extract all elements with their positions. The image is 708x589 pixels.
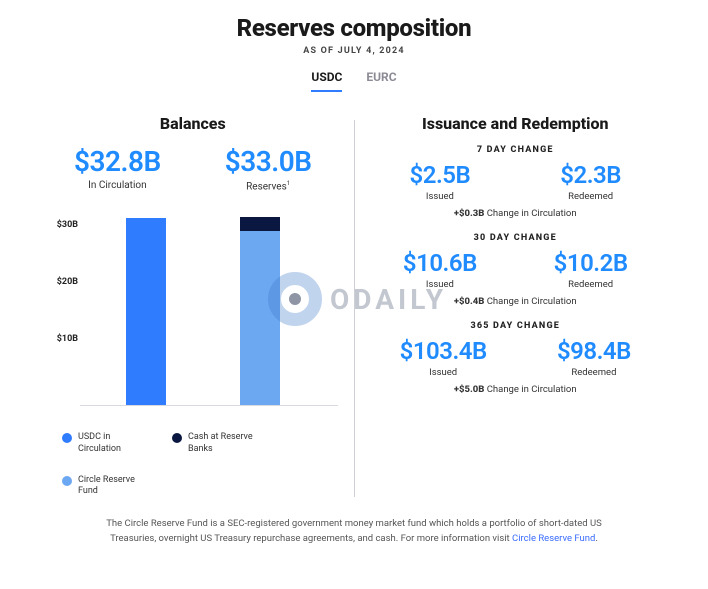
stat-issued-value: $2.5B [410,161,471,189]
footnote: The Circle Reserve Fund is a SEC-registe… [94,517,614,546]
stat-issued: $103.4B Issued [400,337,487,378]
stat-issued-label: Issued [403,279,477,290]
issuance-row: $10.6B Issued $10.2B Redeemed [365,249,667,290]
legend-swatch-icon [62,433,72,443]
tab-usdc[interactable]: USDC [311,70,342,92]
bar-segment [240,231,280,405]
legend-item: Cash at Reserve Banks [172,432,262,455]
footnote-link[interactable]: Circle Reserve Fund [512,533,595,544]
bar-segment [240,217,280,231]
footnote-tail: . [595,533,598,544]
stat-issued-label: Issued [410,191,471,202]
stat-redeemed-value: $98.4B [557,337,631,365]
balances-title: Balances [42,114,344,133]
issuance-title: Issuance and Redemption [365,114,667,133]
y-tick: $30B [57,220,78,230]
stat-issued-value: $10.6B [403,249,477,277]
stat-reserves-label: Reserves1 [225,180,312,192]
issuance-row: $103.4B Issued $98.4B Redeemed [365,337,667,378]
stat-redeemed-label: Redeemed [554,279,628,290]
period-title: 7 DAY CHANGE [365,145,667,155]
stat-redeemed-value: $2.3B [560,161,621,189]
legend-swatch-icon [62,476,72,486]
as-of-date: AS OF JULY 4, 2024 [32,46,676,56]
stat-issued: $2.5B Issued [410,161,471,202]
change-in-circulation: +$0.4B Change in Circulation [365,296,667,307]
stat-issued-label: Issued [400,367,487,378]
stat-in-circulation-value: $32.8B [74,145,161,178]
bar-segment [126,218,166,405]
balances-chart: $10B $20B $30B [46,206,344,428]
legend-label: USDC in Circulation [78,432,152,455]
page-title: Reserves composition [32,14,676,42]
stat-in-circulation-label: In Circulation [74,180,161,191]
stat-issued: $10.6B Issued [403,249,477,290]
issuance-row: $2.5B Issued $2.3B Redeemed [365,161,667,202]
legend-swatch-icon [172,433,182,443]
stat-reserves: $33.0B Reserves1 [225,145,312,192]
chart-legend: USDC in Circulation Cash at Reserve Banks… [42,432,344,497]
change-in-circulation: +$5.0B Change in Circulation [365,384,667,395]
stat-redeemed: $98.4B Redeemed [557,337,631,378]
bar-reserves [240,217,280,406]
stat-redeemed-label: Redeemed [557,367,631,378]
stat-redeemed-label: Redeemed [560,191,621,202]
period-title: 365 DAY CHANGE [365,321,667,331]
stat-redeemed-value: $10.2B [554,249,628,277]
stat-redeemed: $10.2B Redeemed [554,249,628,290]
stat-reserves-value: $33.0B [225,145,312,178]
legend-label: Cash at Reserve Banks [188,432,262,455]
change-in-circulation: +$0.3B Change in Circulation [365,208,667,219]
balances-panel: Balances $32.8B In Circulation $33.0B Re… [32,114,354,497]
y-tick: $20B [57,277,78,287]
stat-redeemed: $2.3B Redeemed [560,161,621,202]
legend-item: USDC in Circulation [62,432,152,455]
currency-tabs: USDC EURC [32,70,676,92]
issuance-panel: Issuance and Redemption 7 DAY CHANGE $2.5… [355,114,677,497]
period-title: 30 DAY CHANGE [365,233,667,243]
legend-label: Circle Reserve Fund [78,475,152,498]
legend-item: Circle Reserve Fund [62,475,152,498]
bar-circulation [126,218,166,405]
stat-issued-value: $103.4B [400,337,487,365]
tab-eurc[interactable]: EURC [366,70,396,92]
stat-in-circulation: $32.8B In Circulation [74,145,161,192]
y-tick: $10B [57,334,78,344]
